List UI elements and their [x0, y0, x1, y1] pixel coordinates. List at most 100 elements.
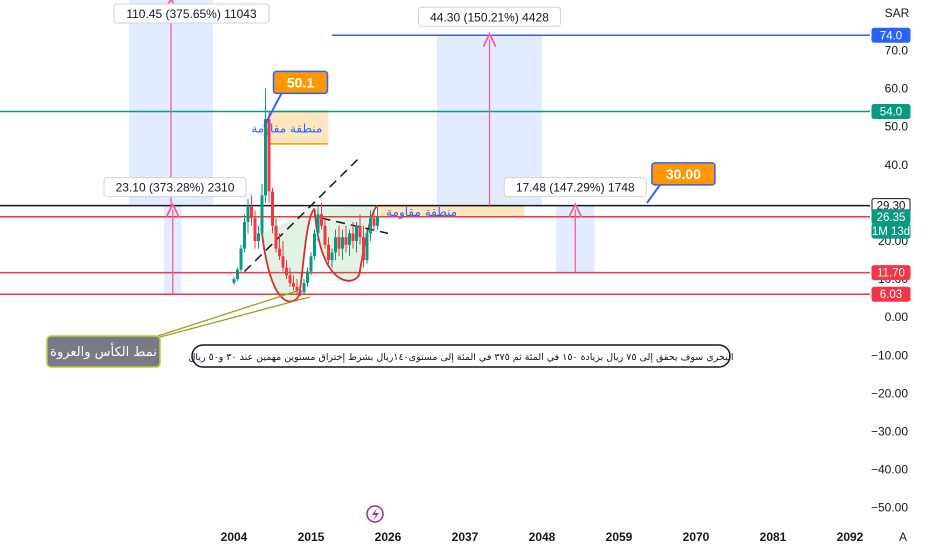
- y-tick-label: 60.0: [885, 82, 909, 96]
- pattern-label: نمط الكأس والعروة: [50, 342, 157, 360]
- candle-body: [274, 225, 278, 249]
- currency-label[interactable]: SAR: [885, 6, 910, 20]
- pattern-label-box[interactable]: [46, 335, 161, 368]
- x-tick-label: 2015: [298, 530, 325, 544]
- horizontal-lines-layer: [0, 34, 870, 295]
- callout-box[interactable]: [651, 162, 716, 186]
- candle-body: [337, 237, 341, 249]
- candle-body: [264, 119, 267, 196]
- candle-body: [260, 195, 264, 234]
- autoscale-button[interactable]: A: [899, 530, 907, 544]
- callout-label: 30.00: [666, 166, 701, 182]
- resistance-zone-label: منطقة مقاومة: [251, 122, 322, 137]
- price-badge-label: 74.0: [880, 30, 902, 42]
- callout-label: 50.1: [287, 74, 314, 90]
- y-tick-label: −40.00: [871, 463, 908, 477]
- price-badge: [871, 286, 911, 302]
- candle-body: [306, 271, 309, 283]
- candle-body: [288, 275, 292, 283]
- candle-body: [320, 214, 323, 226]
- x-axis-background: [0, 525, 932, 550]
- y-tick-label: −50.00: [871, 501, 908, 515]
- note-text: البحري سوف يحقق إلى ٧٥ ريال بزيادة ١٥٠ ف…: [189, 352, 734, 363]
- y-tick-label: 70.0: [885, 44, 909, 58]
- y-tick-label: 40.0: [885, 158, 909, 172]
- candle-body: [250, 206, 253, 219]
- candle-body: [232, 279, 236, 283]
- price-badge: [871, 223, 911, 239]
- candle-body: [327, 244, 330, 261]
- cup-fill: [262, 208, 315, 302]
- y-tick-label: 0.00: [885, 310, 909, 324]
- price-badge-label: 1M 13d: [872, 226, 910, 238]
- measure-label-box: [503, 177, 647, 198]
- candle-body: [355, 225, 358, 241]
- price-badge-label: 54.0: [880, 106, 902, 118]
- lightning-icon[interactable]: [366, 505, 384, 523]
- candle-body: [253, 218, 257, 241]
- callout-box[interactable]: [272, 70, 329, 95]
- candle-body: [348, 233, 351, 245]
- candle-body: [292, 282, 295, 287]
- price-badge: [871, 27, 911, 43]
- y-tick-label: −10.00: [871, 348, 908, 362]
- candle-body: [285, 267, 288, 276]
- candle-body: [243, 221, 246, 249]
- x-tick-label: 2026: [375, 530, 402, 544]
- candle-body: [376, 216, 379, 226]
- y-tick-label: −30.00: [871, 425, 908, 439]
- pattern-pointer-line: [129, 296, 311, 346]
- candle-body: [358, 225, 362, 238]
- candle-body: [236, 269, 239, 280]
- resistance-zone[interactable]: [269, 111, 329, 144]
- candle-body: [313, 233, 316, 257]
- candle-body: [281, 256, 285, 268]
- measure-label: 110.45 (375.65%) 11043: [126, 7, 257, 21]
- candles-layer: [232, 88, 379, 297]
- measure-label: 44.30 (150.21%) 4428: [430, 10, 549, 24]
- candle-body: [323, 225, 327, 245]
- x-tick-label: 2092: [837, 530, 864, 544]
- measure-labels-layer: 110.45 (375.65%) 11043 23.10 (373.28%) 23…: [103, 3, 647, 198]
- price-badge-label: 6.03: [880, 289, 902, 301]
- candle-body: [295, 286, 299, 291]
- price-badge-label: 11.70: [877, 268, 905, 280]
- candle-body: [309, 256, 313, 272]
- y-tick-label: −20.00: [871, 386, 908, 400]
- measure-label-box: [418, 6, 561, 27]
- x-tick-label: 2081: [760, 530, 787, 544]
- callout-pointer: [646, 184, 661, 204]
- upper-trendline[interactable]: [243, 156, 361, 273]
- candle-body: [344, 237, 348, 245]
- candle-body: [257, 233, 260, 241]
- lower-trendline[interactable]: [321, 217, 389, 235]
- resistance-zone-label: منطقة مقاومة: [386, 205, 457, 220]
- price-badge-label: 26.35: [877, 212, 906, 224]
- candle-body: [369, 218, 372, 234]
- measure-arrows-layer: [171, 4, 575, 295]
- measure-label: 17.48 (147.29%) 1748: [516, 181, 635, 195]
- candle-body: [365, 233, 369, 261]
- candle-body: [302, 282, 306, 293]
- pattern-annotation-layer: نمط الكأس والعروة البحري سوف يحقق إلى ٧٥ …: [46, 289, 734, 368]
- candle-body: [271, 191, 274, 226]
- price-badge: [871, 103, 911, 119]
- note-box[interactable]: [191, 344, 731, 368]
- candle-body: [267, 119, 271, 192]
- x-tick-label: 2037: [452, 530, 479, 544]
- x-tick-label: 2070: [683, 530, 710, 544]
- cup-curve[interactable]: [261, 207, 316, 303]
- x-tick-label: 2059: [606, 530, 633, 544]
- measure-label-box: [113, 3, 270, 24]
- candle-body: [372, 218, 376, 226]
- callouts-layer: 50.1 30.00: [263, 70, 716, 204]
- candle-body: [246, 206, 250, 222]
- x-axis[interactable]: 2004 2015 2026 2037 2048 2059 2070 2081 2092: [221, 530, 864, 544]
- x-tick-label: 2004: [221, 530, 248, 544]
- price-badge: [871, 265, 911, 281]
- y-tick-label: 50.0: [885, 120, 909, 134]
- candle-body: [334, 237, 337, 253]
- resistance-zone[interactable]: [377, 205, 525, 217]
- candle-body: [341, 237, 344, 249]
